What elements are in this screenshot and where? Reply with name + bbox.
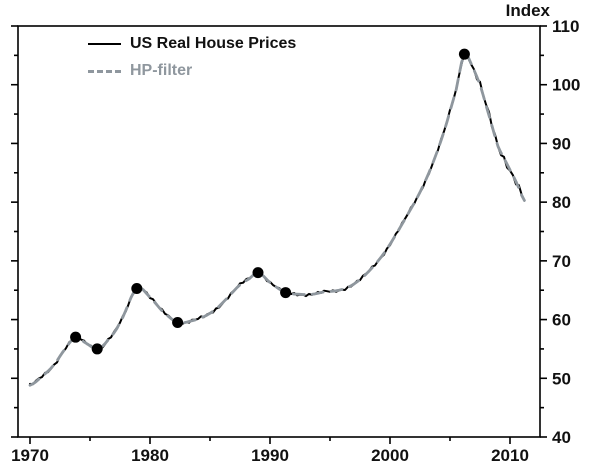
y-axis-title: Index [505, 1, 550, 20]
y-axis-tick-label: 40 [552, 428, 571, 447]
turning-point-marker [458, 48, 470, 60]
legend-line-sample-hp-filter [88, 69, 121, 73]
x-axis-tick-label: 2000 [371, 446, 409, 465]
y-axis-tick-label: 50 [552, 369, 571, 388]
legend-line-sample-actual [88, 43, 121, 45]
legend-label-actual: US Real House Prices [130, 35, 297, 52]
x-axis-tick-label: 2010 [491, 446, 529, 465]
y-axis-tick-label: 60 [552, 311, 571, 330]
y-axis-tick-label: 80 [552, 193, 571, 212]
hp-filter-line [28, 52, 526, 387]
legend-item-hp-filter: HP-filter [88, 61, 296, 81]
plot-border [17, 25, 541, 438]
y-axis-tick-label: 110 [552, 17, 579, 36]
y-axis-tick-label: 90 [552, 134, 571, 153]
x-axis-tick-label: 1980 [131, 446, 169, 465]
turning-point-marker [131, 282, 143, 294]
turning-point-marker [252, 267, 264, 279]
y-axis-tick-label: 70 [552, 252, 571, 271]
legend-label-hp-filter: HP-filter [130, 62, 193, 79]
turning-point-marker [280, 287, 292, 299]
chart-legend: US Real House Prices HP-filter [88, 34, 296, 81]
y-axis-tick-label: 100 [552, 76, 580, 95]
actual-house-price-line [29, 52, 526, 386]
turning-point-marker [91, 343, 103, 355]
x-axis-tick-label: 1970 [11, 446, 49, 465]
x-axis-tick-label: 1990 [251, 446, 289, 465]
legend-item-actual: US Real House Prices [88, 34, 296, 54]
turning-point-marker [172, 317, 184, 329]
turning-point-marker [70, 331, 82, 343]
